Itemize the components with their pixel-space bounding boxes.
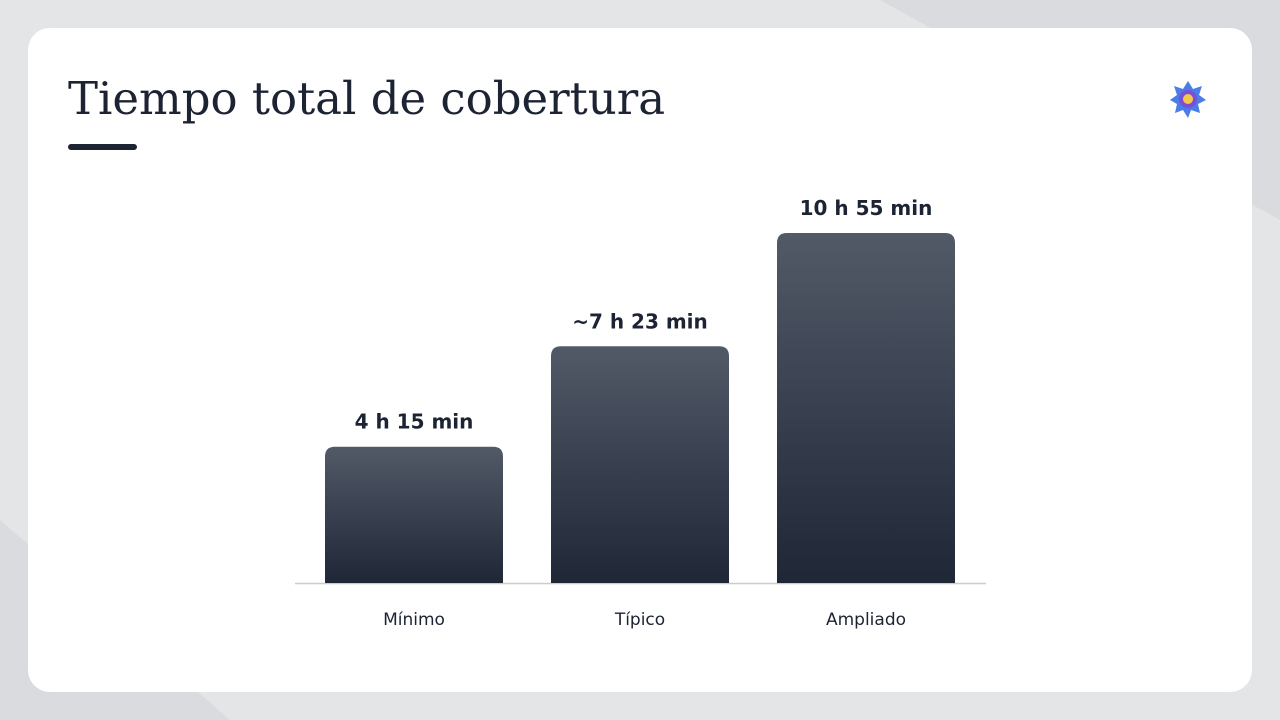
title-underline [68,144,137,150]
logo [1170,81,1206,118]
value-label: 10 h 55 min [800,196,933,220]
bar [551,346,729,583]
x-tick-label: Mínimo [383,610,445,630]
bar [325,446,503,583]
value-label: 4 h 15 min [355,410,474,434]
x-tick-label: Ampliado [826,610,906,630]
chart-title: Tiempo total de cobertura [68,72,665,125]
value-label: ~7 h 23 min [572,309,708,333]
plot: 4 h 15 min Mínimo ~7 h 23 min Típico 10 h 55… [325,196,955,630]
bar [777,233,955,583]
x-tick-label: Típico [614,610,665,630]
